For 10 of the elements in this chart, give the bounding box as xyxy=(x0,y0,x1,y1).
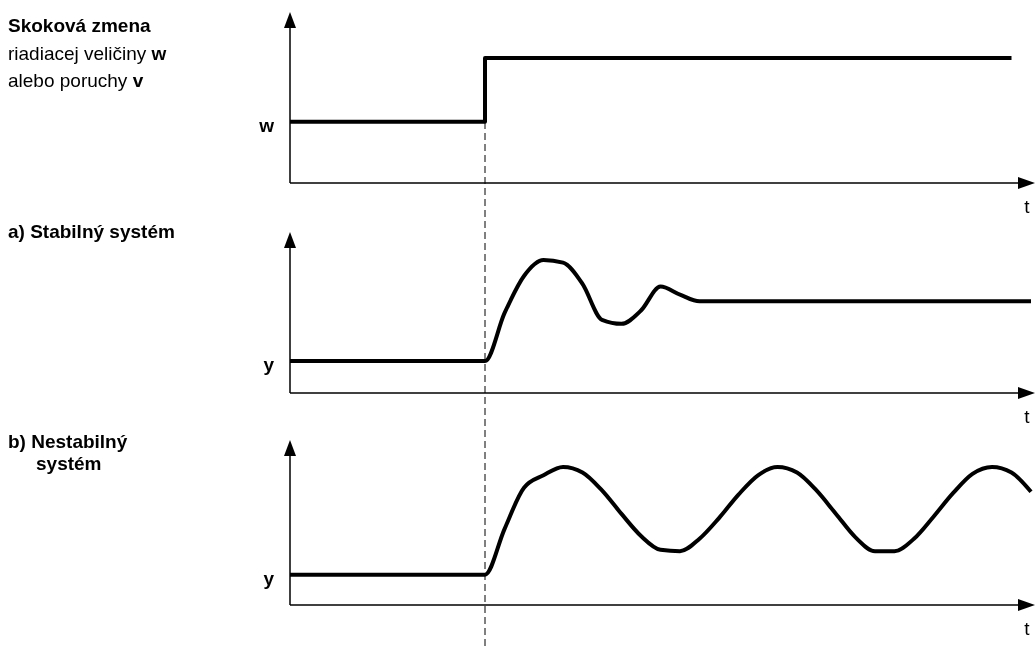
text: b) Nestabilný systém xyxy=(8,431,128,474)
text: Skoková zmena xyxy=(8,15,151,36)
x-axis-title: t xyxy=(1024,196,1031,217)
x-axis-title: t xyxy=(1024,406,1031,427)
y-axis-title: w xyxy=(258,114,275,136)
text: riadiacej veličiny w alebo poruchy v xyxy=(8,43,167,91)
y-axis-title: y xyxy=(263,354,275,376)
y-axis-title: y xyxy=(263,567,275,589)
text: a) Stabilný systém xyxy=(8,221,175,242)
x-axis-title: t xyxy=(1024,618,1031,639)
